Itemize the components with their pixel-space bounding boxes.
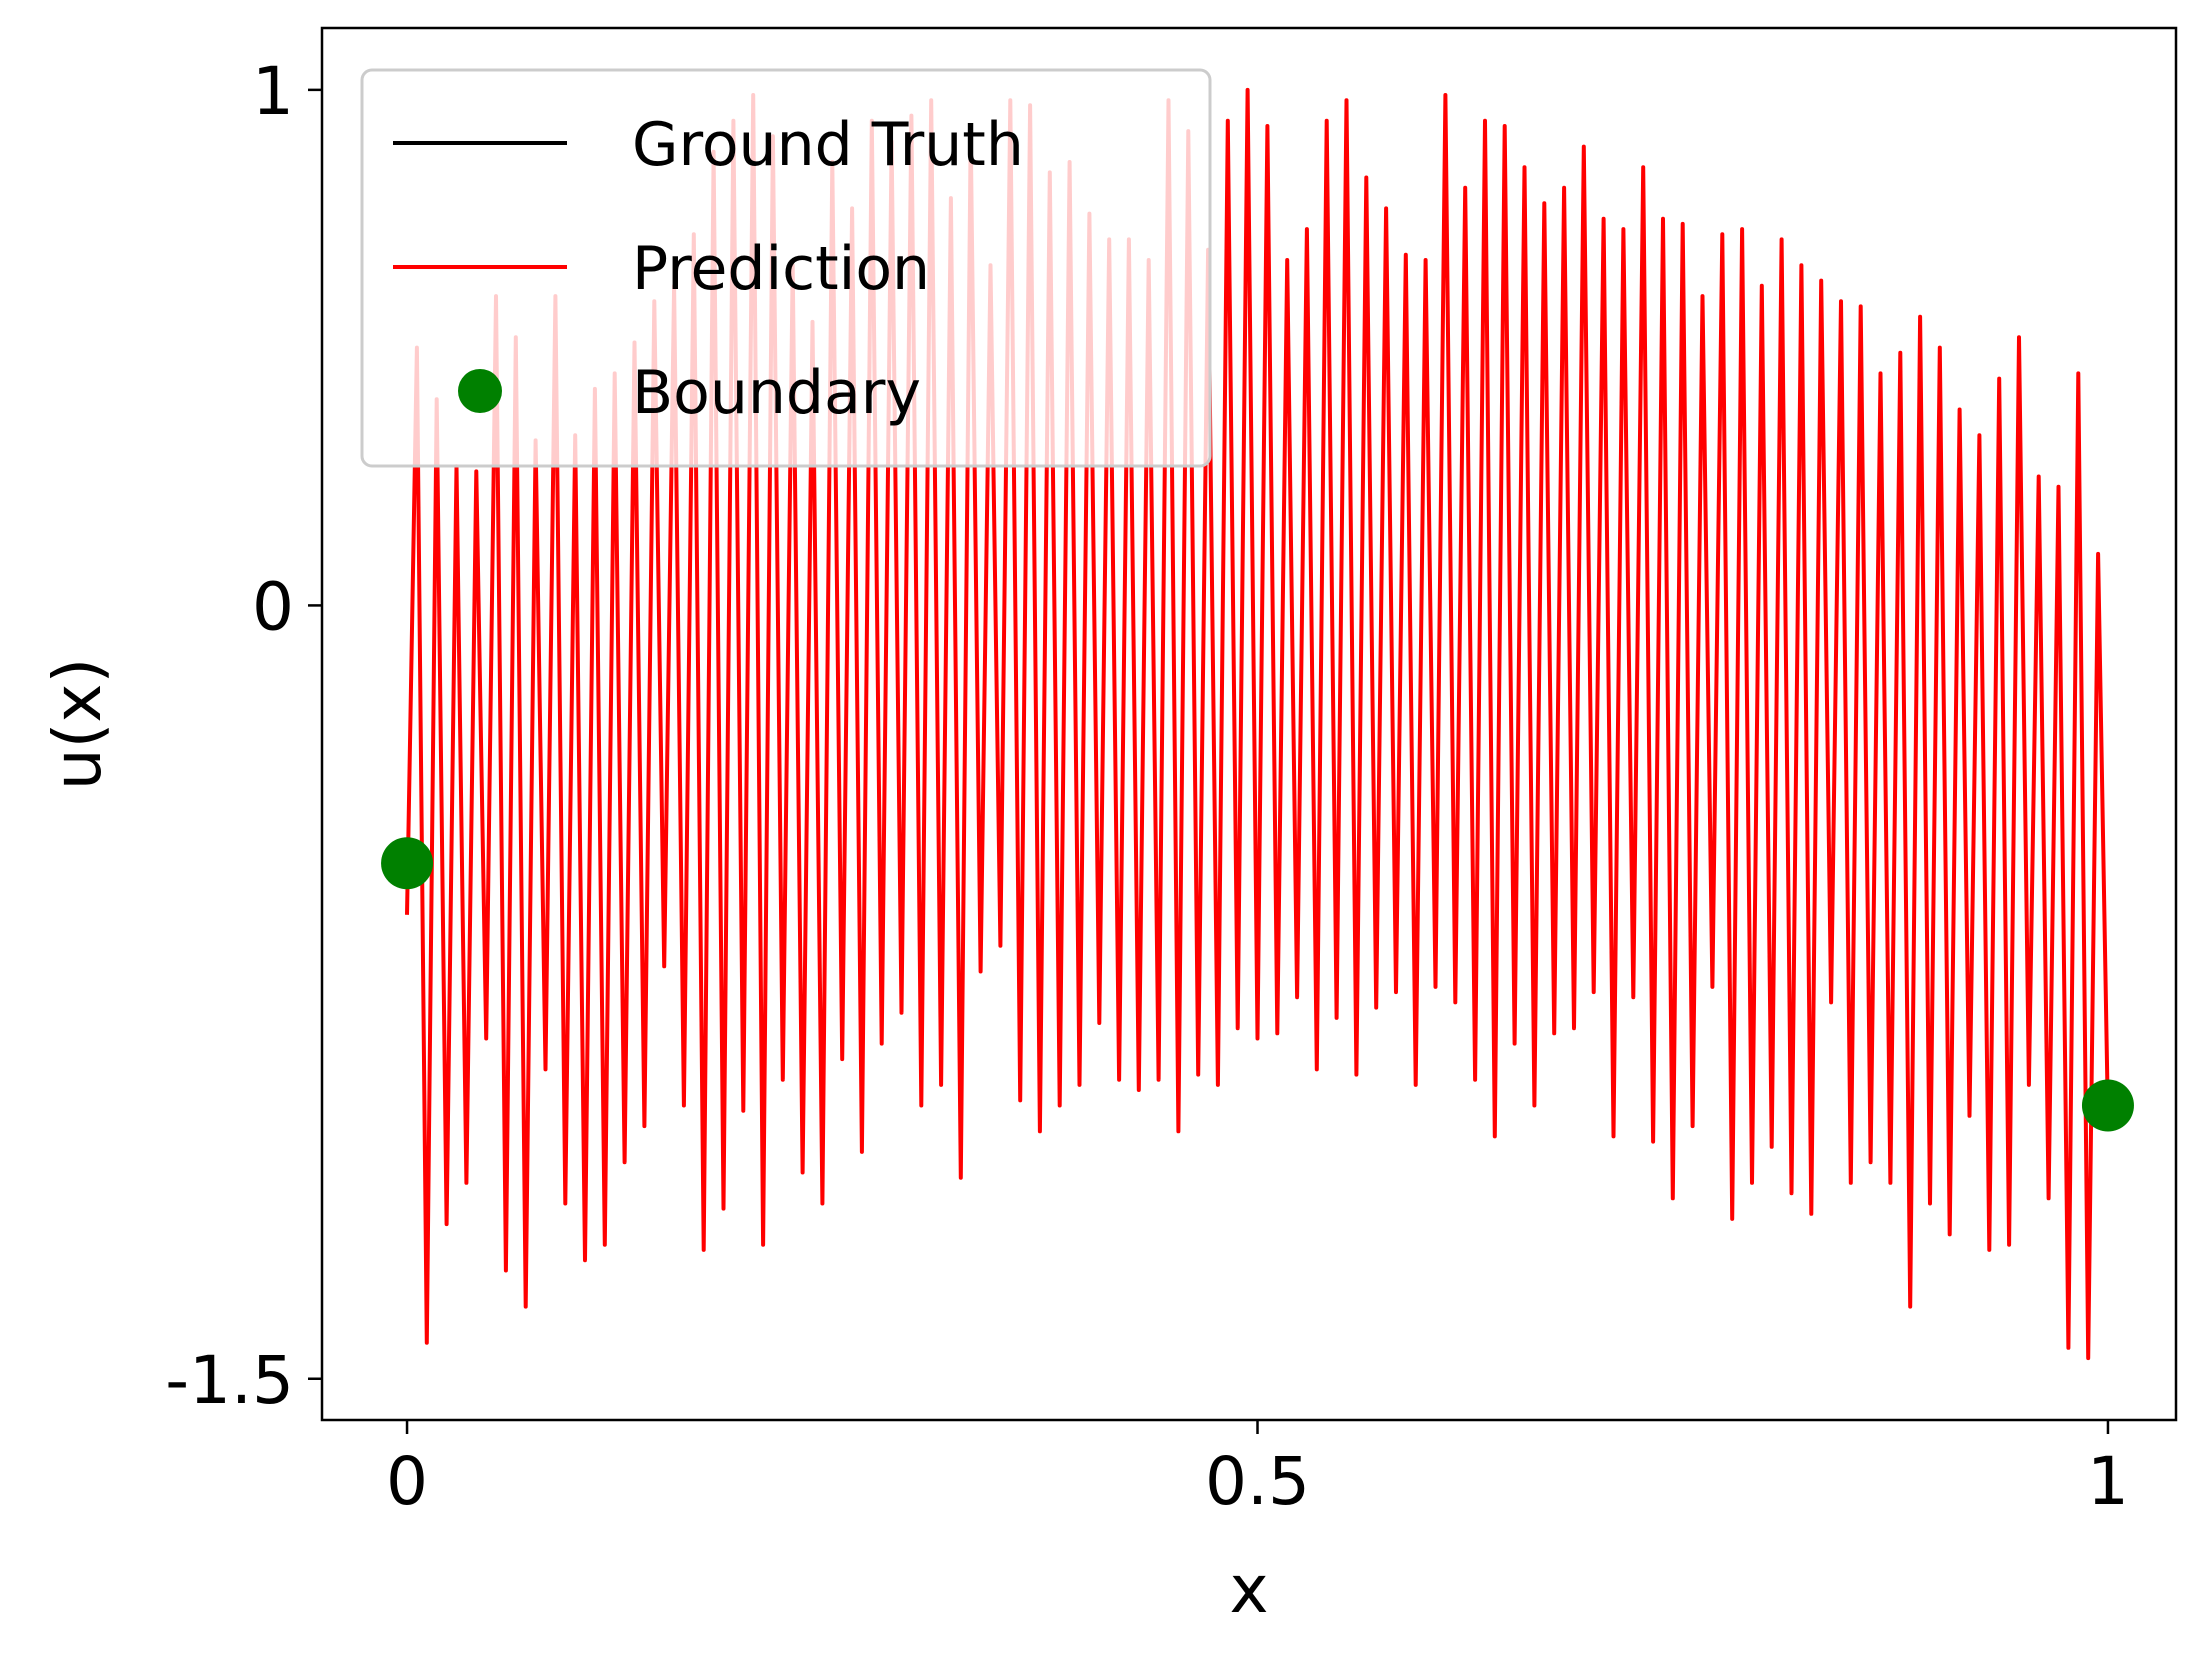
boundary-point — [381, 837, 434, 890]
x-tick-label: 0 — [386, 1443, 428, 1520]
x-axis-label: x — [1229, 1551, 1268, 1628]
series-layer — [381, 87, 2134, 1361]
x-tick-label: 0.5 — [1205, 1443, 1310, 1520]
legend: Ground Truth Prediction Boundary — [360, 68, 1212, 468]
y-tick-label: -1.5 — [165, 1342, 294, 1419]
legend-boundary-label: Boundary — [632, 358, 921, 428]
y-axis-label: u(x) — [39, 658, 116, 790]
y-tick-label: 0 — [252, 568, 294, 645]
legend-prediction-label: Prediction — [632, 234, 930, 304]
boundary-point — [2081, 1079, 2134, 1132]
legend-box — [360, 68, 1212, 468]
legend-boundary-marker — [458, 369, 502, 413]
x-axis-ticks: 0 0.5 1 — [386, 1420, 2129, 1520]
plot-area — [320, 26, 2178, 1422]
y-tick-label: 1 — [252, 53, 294, 130]
y-axis-ticks: -1.5 0 1 — [165, 53, 322, 1419]
axes-frame — [320, 26, 2178, 1422]
legend-ground-truth-label: Ground Truth — [632, 110, 1024, 180]
x-tick-label: 1 — [2087, 1443, 2129, 1520]
prediction-line — [405, 87, 2110, 1361]
